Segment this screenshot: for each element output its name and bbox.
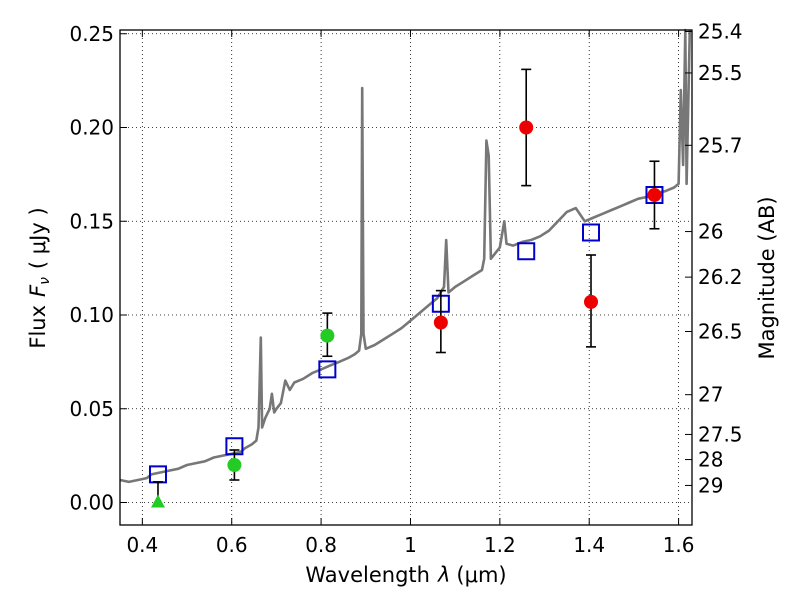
- y2-tick-label: 26: [698, 220, 723, 244]
- x-axis-title-text: Wavelength: [305, 563, 430, 587]
- flux-point: [320, 328, 335, 343]
- y-tick-label: 0.15: [69, 209, 114, 233]
- flux-point: [584, 294, 599, 309]
- y-axis-subscript: ν: [37, 277, 53, 285]
- plot-frame: [119, 29, 693, 526]
- y-axis-title-text: Flux: [26, 305, 50, 349]
- x-tick-label: 1: [404, 533, 417, 557]
- grid: [120, 30, 692, 525]
- flux-point: [519, 120, 534, 135]
- y2-tick-label: 25.5: [698, 61, 743, 85]
- spectrum-layer: [119, 28, 692, 484]
- y2-tick-label: 29: [698, 473, 723, 497]
- model-flux-square: [517, 242, 536, 261]
- y2-tick-label: 26.5: [698, 320, 743, 344]
- flux-point: [647, 188, 662, 202]
- y-tick-label: 0.05: [69, 397, 114, 421]
- x-axis-title: Wavelength λ (μm): [305, 563, 506, 587]
- y-tick-label: 0.10: [69, 303, 114, 327]
- y-axis-title: Flux Fν ( μJy ): [26, 207, 53, 348]
- y2-tick-label: 25.4: [698, 20, 743, 44]
- flux-point: [433, 315, 448, 330]
- y2-tick-label: 28: [698, 448, 723, 472]
- flux-point: [227, 458, 242, 472]
- x-tick-label: 0.8: [305, 533, 337, 557]
- y2-tick-label: 26.2: [698, 265, 743, 289]
- y-axis-unit: ( μJy ): [26, 207, 50, 269]
- x-axis-symbol: λ: [437, 563, 450, 587]
- y2-tick-label: 27: [698, 383, 723, 407]
- y-tick-label: 0.00: [69, 491, 114, 515]
- y-tick-label: 0.25: [69, 22, 114, 46]
- x-axis-unit: (μm): [456, 563, 506, 587]
- x-tick-label: 1.2: [484, 533, 516, 557]
- flux-triangle: [150, 494, 165, 508]
- y-axis-symbol: F: [26, 284, 50, 297]
- y2-tick-label: 27.5: [698, 422, 743, 446]
- x-tick-label: 1.6: [663, 533, 695, 557]
- y2-tick-label: 25.7: [698, 133, 743, 157]
- model-flux-square: [318, 360, 337, 379]
- y-tick-label: 0.20: [69, 116, 114, 140]
- model-flux-square: [582, 223, 601, 242]
- x-tick-label: 0.4: [126, 533, 158, 557]
- marker-layer: [148, 68, 664, 508]
- x-tick-label: 1.4: [573, 533, 605, 557]
- spectrum-line: [119, 28, 692, 484]
- y2-axis-title: Magnitude (AB): [755, 196, 779, 359]
- x-tick-label: 0.6: [216, 533, 248, 557]
- tick-marks: [120, 30, 692, 525]
